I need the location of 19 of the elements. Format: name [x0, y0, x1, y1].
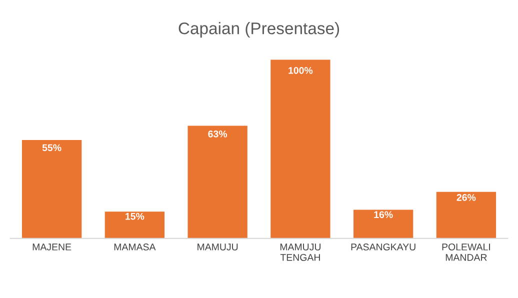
x-tick-label: MAMASA [114, 244, 156, 250]
data-label: 26% [456, 194, 476, 201]
data-label: 63% [208, 130, 228, 138]
data-label: 15% [126, 212, 144, 220]
x-tick-label: MAJENE [32, 244, 72, 250]
data-label: 16% [374, 211, 393, 218]
bar [188, 126, 248, 238]
data-label: 55% [42, 144, 62, 152]
x-tick-label: MAMUJU [198, 244, 238, 250]
bar [270, 60, 330, 238]
bar [22, 140, 82, 238]
bar [353, 210, 414, 238]
bar [436, 192, 496, 238]
data-label: 100% [288, 67, 313, 74]
chart-title: Capaian (Presentase) [178, 22, 340, 38]
x-tick-label: MAMUJU TENGAH [280, 244, 320, 261]
x-tick-label: POLEWALI MANDAR [442, 244, 490, 261]
x-tick-label: PASANGKAYU [351, 244, 416, 250]
bar [104, 212, 165, 238]
